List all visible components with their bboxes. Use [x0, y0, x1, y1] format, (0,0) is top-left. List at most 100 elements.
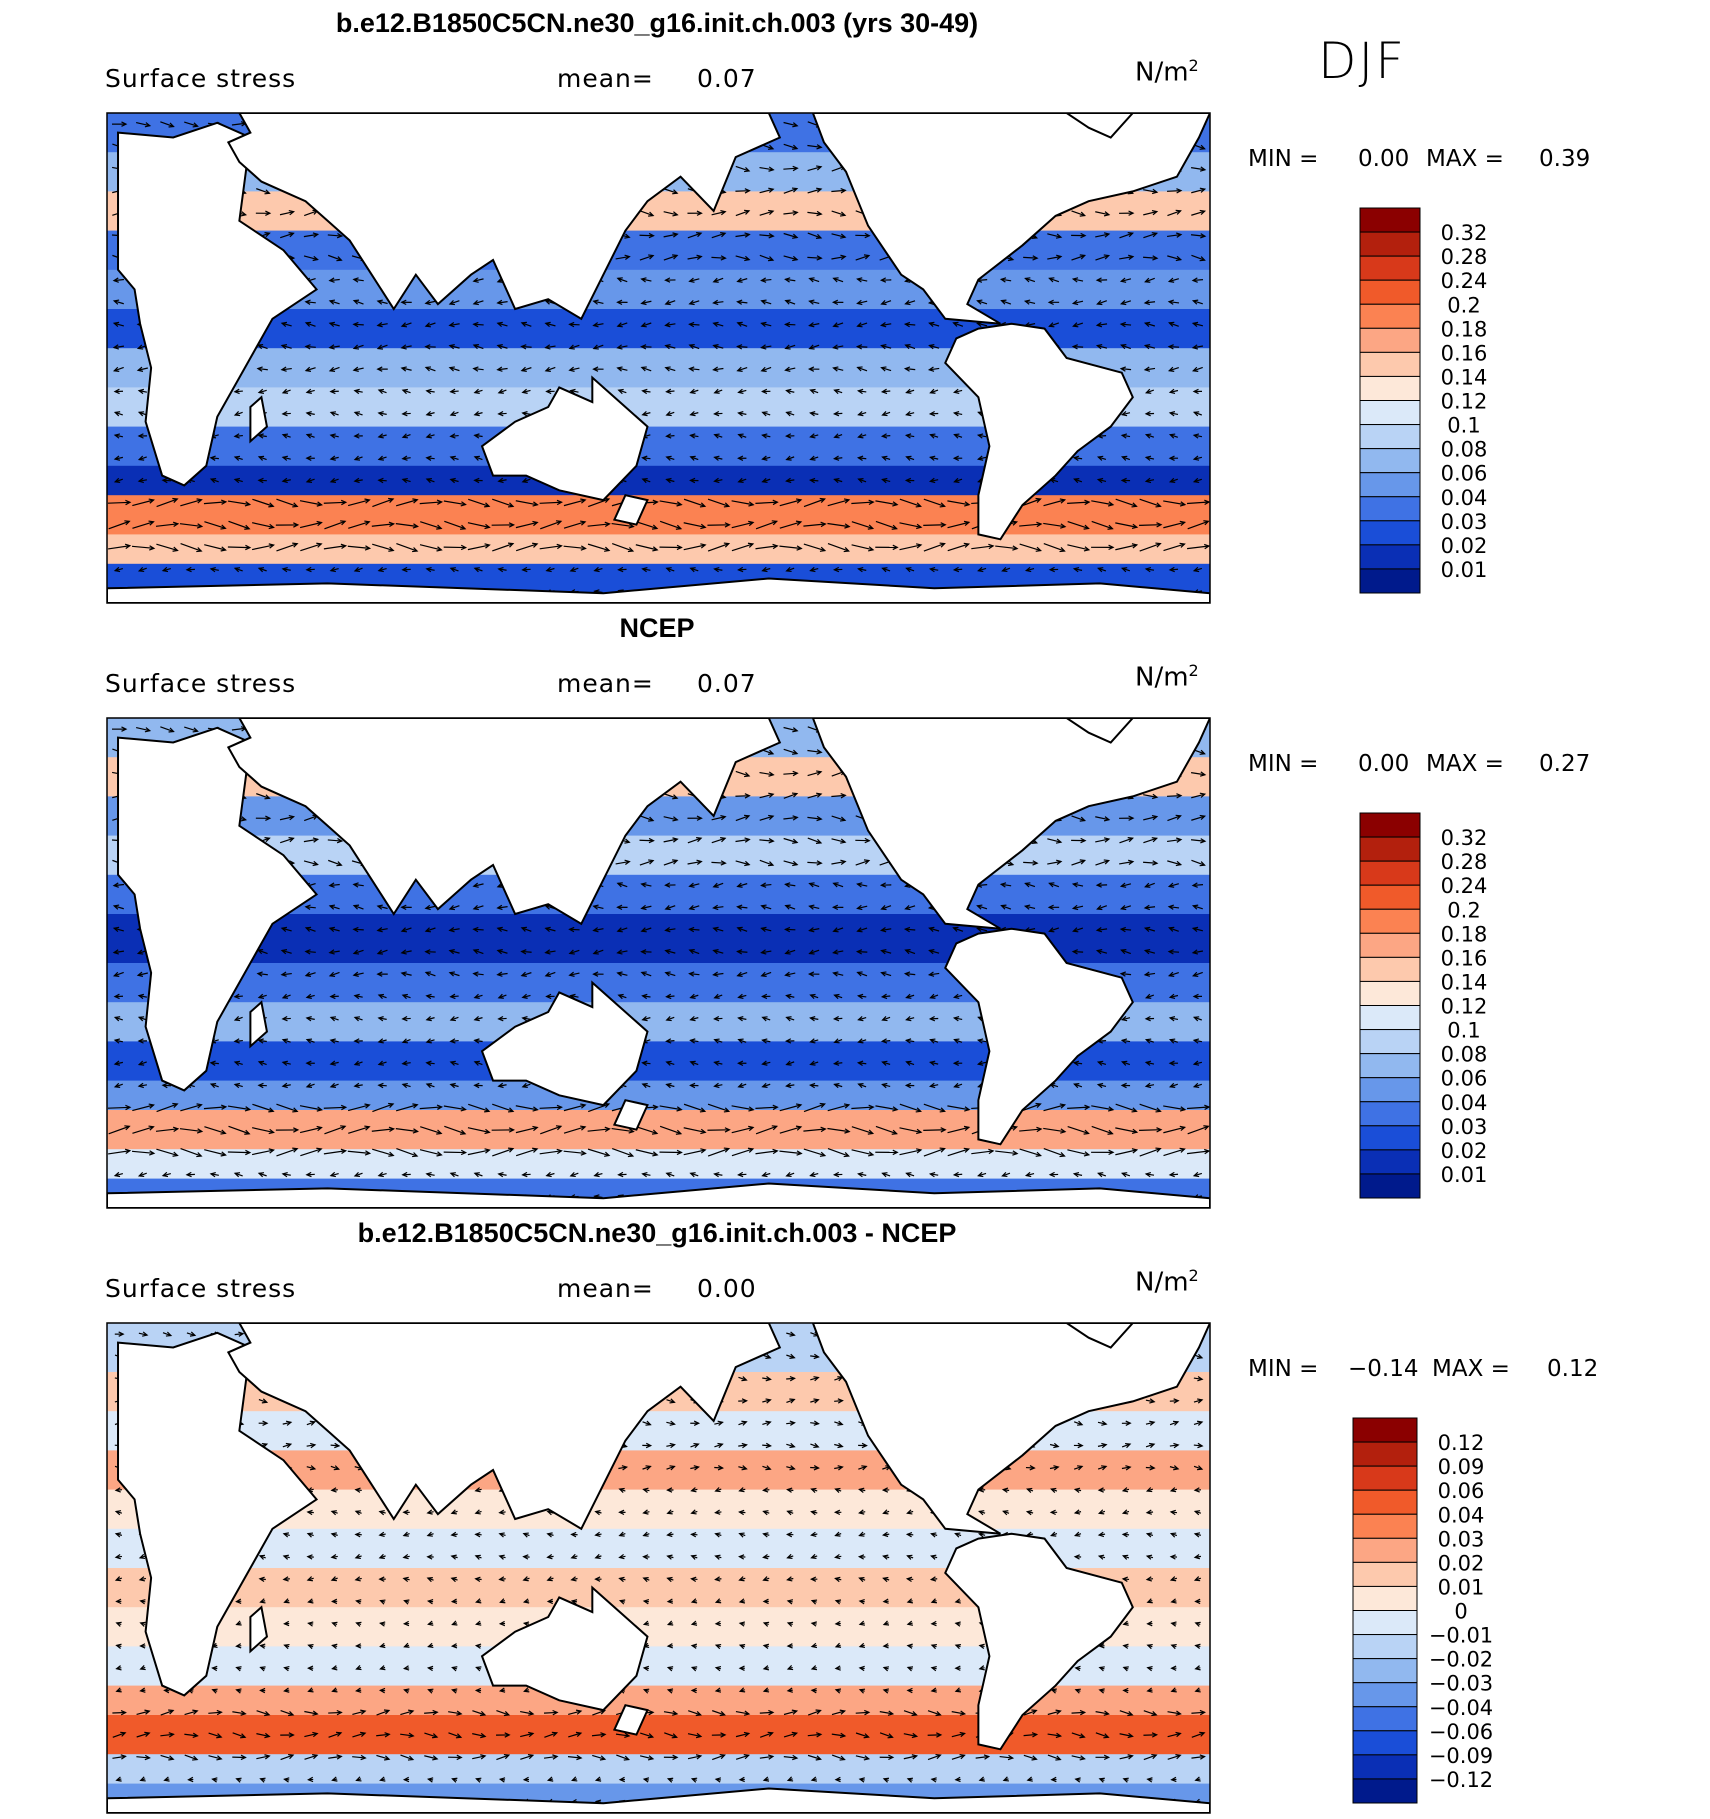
colorbar-tick-label: 0.01 — [1441, 558, 1488, 582]
colorbar-swatch — [1352, 1730, 1418, 1756]
colorbar-swatch — [1359, 1125, 1421, 1151]
colorbar-swatch — [1359, 255, 1421, 281]
stress-band — [107, 534, 1210, 565]
land-namerica — [811, 718, 1210, 930]
colorbar-tick-label: 0.01 — [1441, 1163, 1488, 1187]
panel-1-variable: Surface stress — [105, 64, 297, 93]
colorbar-tick-label: 0.1 — [1447, 414, 1480, 438]
colorbar-swatch — [1352, 1706, 1418, 1732]
colorbar-tick-label: 0.32 — [1441, 826, 1488, 850]
panel-1-max-label: MAX = — [1426, 146, 1504, 172]
land-antarctic — [107, 577, 1210, 603]
panel-2-max-value: 0.27 — [1539, 751, 1591, 777]
colorbar-tick-label: 0.09 — [1438, 1455, 1485, 1479]
panel-1-max-value: 0.39 — [1539, 146, 1591, 172]
colorbar-swatch — [1359, 860, 1421, 886]
land-australia — [480, 980, 649, 1107]
colorbar-swatch — [1359, 400, 1421, 426]
land-australia — [480, 375, 649, 502]
colorbar-swatch — [1359, 279, 1421, 305]
land-nz — [612, 494, 649, 526]
stress-band — [107, 1110, 1210, 1151]
colorbar-swatch — [1359, 908, 1421, 934]
colorbar-swatch — [1359, 836, 1421, 862]
map-frame — [106, 112, 1211, 604]
colorbar-swatch — [1352, 1658, 1418, 1684]
colorbar-swatch — [1359, 884, 1421, 910]
land-greenland — [1064, 718, 1135, 744]
colorbar-2: 0.320.280.240.20.180.160.140.120.10.080.… — [1359, 812, 1488, 1199]
colorbar-tick-label: −0.03 — [1429, 1672, 1493, 1696]
colorbar-swatch — [1352, 1778, 1418, 1804]
colorbar-1: 0.320.280.240.20.180.160.140.120.10.080.… — [1359, 207, 1488, 594]
colorbar-swatch — [1359, 496, 1421, 522]
panel-3-max-value: 0.12 — [1547, 1356, 1599, 1382]
land-australia — [480, 1585, 649, 1712]
colorbar-swatch — [1359, 327, 1421, 353]
colorbar-swatch — [1359, 231, 1421, 257]
colorbar-swatch — [1352, 1441, 1418, 1467]
colorbar-swatch — [1359, 207, 1421, 233]
colorbar-swatch — [1359, 351, 1421, 377]
colorbar-tick-label: 0.01 — [1438, 1575, 1485, 1599]
map-frame — [106, 1322, 1211, 1814]
panel-3-variable: Surface stress — [105, 1274, 297, 1303]
panel-1-mean-value: 0.07 — [697, 64, 757, 93]
panel-2-mean-value: 0.07 — [697, 669, 757, 698]
panel-3-min-label: MIN = — [1248, 1356, 1319, 1382]
land-madagascar — [249, 1605, 269, 1654]
colorbar-swatch — [1352, 1754, 1418, 1780]
colorbar-tick-label: 0.1 — [1447, 1019, 1480, 1043]
colorbar-swatch — [1359, 520, 1421, 546]
land-nz — [612, 1704, 649, 1736]
colorbar-tick-label: 0.14 — [1441, 365, 1488, 389]
colorbar-swatch — [1352, 1513, 1418, 1539]
land-madagascar — [249, 395, 269, 444]
stress-band — [107, 1149, 1210, 1180]
land-samerica — [944, 322, 1134, 541]
colorbar-swatch — [1359, 932, 1421, 958]
land-greenland — [1064, 1323, 1135, 1349]
colorbar-swatch — [1352, 1417, 1418, 1443]
land-namerica — [811, 1323, 1210, 1535]
colorbar-swatch — [1359, 544, 1421, 570]
colorbar-tick-label: 0.24 — [1441, 874, 1488, 898]
colorbar-tick-label: 0.18 — [1441, 317, 1488, 341]
colorbar-swatch — [1359, 1101, 1421, 1127]
colorbar-tick-label: 0.18 — [1441, 922, 1488, 946]
colorbar-swatch — [1359, 812, 1421, 838]
land-namerica — [811, 113, 1210, 325]
panel-3-units: N/m2 — [1135, 1266, 1199, 1298]
panel-1-title: b.e12.B1850C5CN.ne30_g16.init.ch.003 (yr… — [335, 8, 979, 38]
colorbar-tick-label: 0.04 — [1438, 1503, 1485, 1527]
colorbar-swatch — [1359, 568, 1421, 594]
colorbar-swatch — [1359, 303, 1421, 329]
colorbar-swatch — [1352, 1634, 1418, 1660]
panel-2-min-label: MIN = — [1248, 751, 1319, 777]
colorbar-tick-label: 0.06 — [1441, 1067, 1488, 1091]
colorbar-tick-label: −0.06 — [1429, 1720, 1493, 1744]
colorbar-swatch — [1352, 1561, 1418, 1587]
colorbar-tick-label: 0.12 — [1438, 1431, 1485, 1455]
colorbar-swatch — [1352, 1610, 1418, 1636]
colorbar-tick-label: −0.02 — [1429, 1648, 1493, 1672]
colorbar-tick-label: 0.03 — [1441, 1115, 1488, 1139]
colorbar-tick-label: 0.14 — [1441, 970, 1488, 994]
panel-3-mean-label: mean= — [557, 1274, 654, 1303]
land-antarctic — [107, 1182, 1210, 1208]
colorbar-tick-label: 0.02 — [1441, 1139, 1488, 1163]
colorbar-tick-label: 0.2 — [1447, 898, 1480, 922]
panel-1-min-label: MIN = — [1248, 146, 1319, 172]
colorbar-tick-label: 0 — [1454, 1600, 1467, 1624]
colorbar-swatch — [1359, 448, 1421, 474]
colorbar-swatch — [1359, 1053, 1421, 1079]
land-eurasia — [226, 718, 782, 926]
land-antarctic — [107, 1787, 1210, 1813]
panel-2-mean-label: mean= — [557, 669, 654, 698]
colorbar-tick-label: 0.16 — [1441, 946, 1488, 970]
stress-band — [107, 1754, 1210, 1785]
panel-1-min-value: 0.00 — [1358, 146, 1410, 172]
colorbar-tick-label: 0.06 — [1441, 462, 1488, 486]
panel-2-min-value: 0.00 — [1358, 751, 1410, 777]
panel-2-max-label: MAX = — [1426, 751, 1504, 777]
